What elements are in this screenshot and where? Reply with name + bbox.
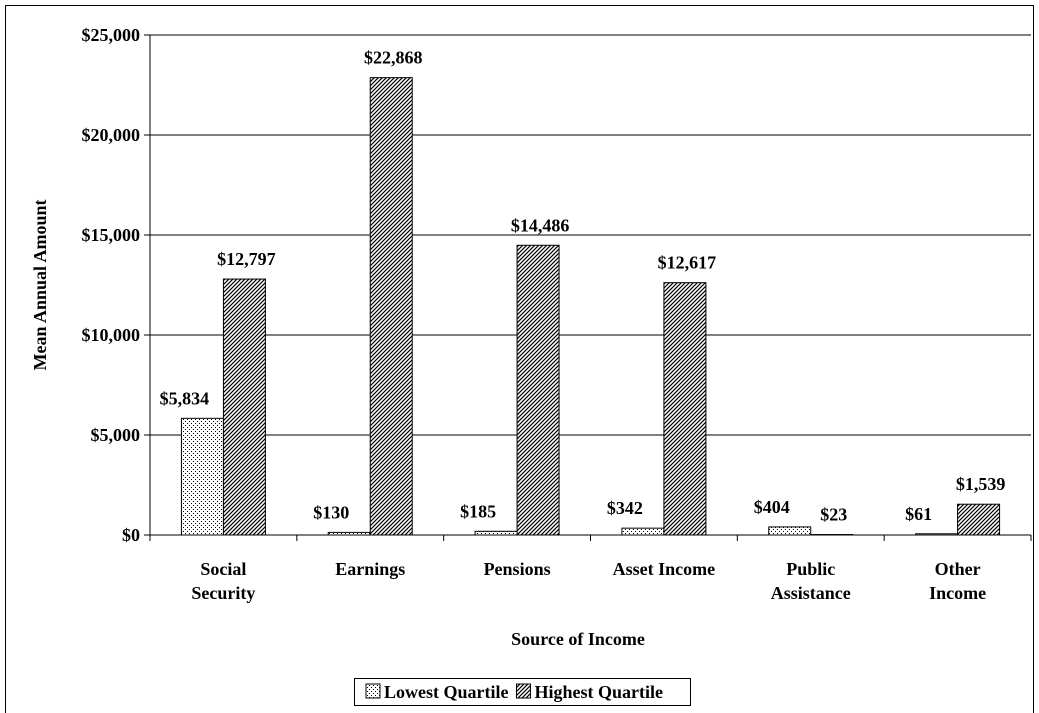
y-tick-label: $0 [122,525,140,545]
value-label: $22,868 [364,48,423,68]
bar [768,526,812,536]
x-tick-label: Asset Income [613,559,715,579]
y-tick-label: $25,000 [82,25,141,45]
x-tick-label-line: Other [935,559,981,579]
y-tick-label: $5,000 [91,425,141,445]
x-tick-label: Earnings [335,559,405,579]
x-tick-label: Social Security [191,559,255,603]
value-label: $404 [754,497,790,517]
x-tick-label-line: Public [786,559,835,579]
x-tick-label-line: Social [200,559,246,579]
legend-swatch [515,683,531,699]
y-tick-label: $15,000 [82,225,141,245]
x-tick-label: Pensions [484,559,551,579]
x-tick-label-line: Asset Income [613,559,715,579]
x-tick-label-line: Earnings [335,559,405,579]
bar [516,244,560,536]
value-label: $5,834 [160,388,210,408]
value-label: $1,539 [956,474,1006,494]
x-tick-label-line: Assistance [771,583,851,603]
x-tick-label-line: Security [191,583,255,603]
x-tick-label: Public Assistance [771,559,851,603]
value-label: $185 [460,501,496,521]
bar [663,282,707,536]
value-label: $12,797 [217,249,276,269]
value-label: $14,486 [511,215,570,235]
x-tick-label-line: Pensions [484,559,551,579]
legend-swatch [365,683,381,699]
y-axis-title: Mean Annual Amount [30,199,50,370]
value-label: $130 [313,502,349,522]
y-tick-label: $20,000 [82,125,141,145]
frame [5,5,1034,713]
value-label: $23 [820,505,847,525]
x-tick-label-line: Income [929,583,986,603]
bar [369,77,413,536]
y-tick-label: $10,000 [82,325,141,345]
x-tick-label: Other Income [929,559,986,603]
bar [621,527,665,536]
x-axis-title: Source of Income [511,629,645,649]
bar [222,278,266,536]
bar [180,417,224,536]
bar [957,503,1001,536]
bar [474,530,518,536]
legend-label: Lowest Quartile [384,682,508,702]
value-label: $61 [905,504,932,524]
value-label: $12,617 [658,253,717,273]
value-label: $342 [607,498,643,518]
legend-label: Highest Quartile [534,682,663,702]
